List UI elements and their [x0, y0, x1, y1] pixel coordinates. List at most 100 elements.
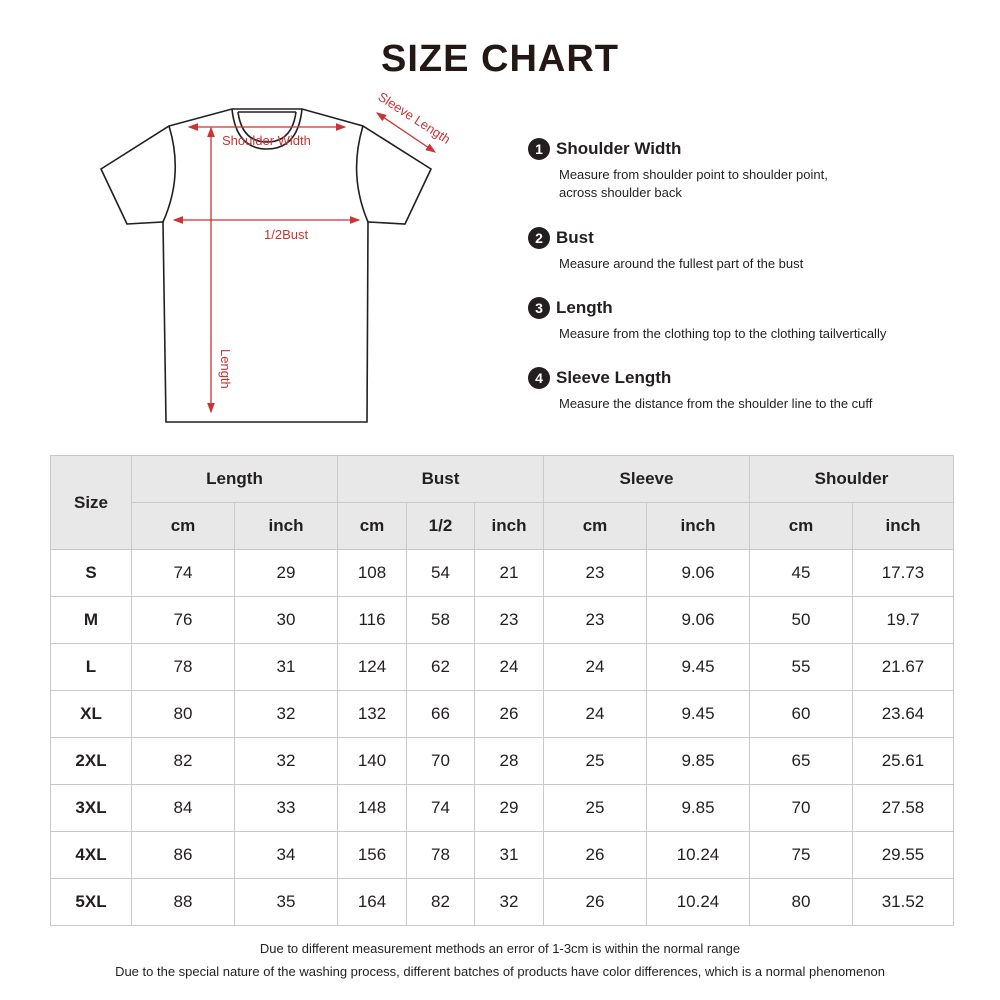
value-cell: 116 [337, 596, 407, 644]
value-cell: 25 [543, 737, 647, 785]
value-cell: 31.52 [852, 878, 954, 926]
value-cell: 84 [131, 784, 235, 832]
size-cell: XL [50, 690, 132, 738]
value-cell: 45 [749, 549, 853, 597]
value-cell: 82 [406, 878, 475, 926]
value-cell: 32 [234, 690, 338, 738]
size-table: Size Length Bust Sleeve Shoulder cm inch c… [50, 455, 954, 926]
subheader-cm: cm [749, 502, 853, 550]
value-cell: 27.58 [852, 784, 954, 832]
value-cell: 9.85 [646, 737, 750, 785]
value-cell: 65 [749, 737, 853, 785]
value-cell: 35 [234, 878, 338, 926]
value-cell: 74 [406, 784, 475, 832]
measurement-desc: Measure the distance from the shoulder l… [559, 396, 873, 411]
value-cell: 9.06 [646, 549, 750, 597]
subheader-inch: inch [646, 502, 750, 550]
value-cell: 26 [543, 878, 647, 926]
value-cell: 31 [234, 643, 338, 691]
value-cell: 124 [337, 643, 407, 691]
size-cell: S [50, 549, 132, 597]
measurement-title: Length [556, 298, 613, 317]
number-badge: 1 [528, 138, 550, 160]
size-cell: L [50, 643, 132, 691]
size-header: Size [50, 455, 132, 550]
value-cell: 29 [234, 549, 338, 597]
table-row: 4XL 86 34 156 78 31 26 10.24 75 29.55 [50, 831, 954, 879]
value-cell: 76 [131, 596, 235, 644]
value-cell: 25.61 [852, 737, 954, 785]
value-cell: 132 [337, 690, 407, 738]
subheader-cm: cm [543, 502, 647, 550]
value-cell: 58 [406, 596, 475, 644]
value-cell: 10.24 [646, 831, 750, 879]
value-cell: 29.55 [852, 831, 954, 879]
measurement-desc: Measure from shoulder point to shoulder … [559, 167, 828, 200]
value-cell: 26 [543, 831, 647, 879]
value-cell: 33 [234, 784, 338, 832]
value-cell: 9.45 [646, 690, 750, 738]
measurement-desc: Measure around the fullest part of the b… [559, 256, 804, 271]
table-row: 5XL 88 35 164 82 32 26 10.24 80 31.52 [50, 878, 954, 926]
value-cell: 19.7 [852, 596, 954, 644]
table-row: 3XL 84 33 148 74 29 25 9.85 70 27.58 [50, 784, 954, 832]
value-cell: 30 [234, 596, 338, 644]
group-header-length: Length [131, 455, 338, 503]
group-header-sleeve: Sleeve [543, 455, 750, 503]
value-cell: 108 [337, 549, 407, 597]
bust-label: 1/2Bust [264, 227, 308, 242]
value-cell: 66 [406, 690, 475, 738]
value-cell: 23 [543, 549, 647, 597]
value-cell: 25 [543, 784, 647, 832]
subheader-inch: inch [234, 502, 338, 550]
value-cell: 24 [543, 643, 647, 691]
tshirt-diagram: Shoulder Width 1/2Bust Length Sleeve Len… [99, 89, 453, 423]
value-cell: 148 [337, 784, 407, 832]
value-cell: 10.24 [646, 878, 750, 926]
subheader-inch: inch [852, 502, 954, 550]
value-cell: 78 [406, 831, 475, 879]
value-cell: 28 [474, 737, 544, 785]
subheader-cm: cm [337, 502, 407, 550]
note-color-difference: Due to the special nature of the washing… [115, 964, 885, 979]
size-cell: 2XL [50, 737, 132, 785]
table-row: S 74 29 108 54 21 23 9.06 45 17.73 [50, 549, 954, 597]
value-cell: 21 [474, 549, 544, 597]
measurement-title: Bust [556, 228, 594, 247]
value-cell: 70 [749, 784, 853, 832]
value-cell: 82 [131, 737, 235, 785]
value-cell: 9.06 [646, 596, 750, 644]
sleeve-arrow [375, 112, 437, 153]
group-header-bust: Bust [337, 455, 544, 503]
value-cell: 17.73 [852, 549, 954, 597]
value-cell: 9.85 [646, 784, 750, 832]
value-cell: 74 [131, 549, 235, 597]
value-cell: 62 [406, 643, 475, 691]
value-cell: 32 [234, 737, 338, 785]
subheader-cm: cm [131, 502, 235, 550]
value-cell: 24 [474, 643, 544, 691]
number-badge: 2 [528, 227, 550, 249]
value-cell: 78 [131, 643, 235, 691]
measurement-title: Sleeve Length [556, 368, 672, 387]
tshirt-outline [99, 108, 433, 423]
length-label: Length [218, 349, 233, 389]
size-cell: 3XL [50, 784, 132, 832]
value-cell: 23.64 [852, 690, 954, 738]
value-cell: 23 [543, 596, 647, 644]
measurement-item: 3 Length Measure from the clothing top to… [528, 297, 959, 343]
measurement-title: Shoulder Width [556, 139, 682, 158]
value-cell: 54 [406, 549, 475, 597]
measurement-item: 2 Bust Measure around the fullest part of… [528, 227, 889, 273]
value-cell: 80 [749, 878, 853, 926]
value-cell: 23 [474, 596, 544, 644]
value-cell: 75 [749, 831, 853, 879]
page-title: SIZE CHART [381, 38, 619, 80]
subheader-inch: inch [474, 502, 544, 550]
value-cell: 80 [131, 690, 235, 738]
measurement-desc: Measure from the clothing top to the clo… [559, 326, 887, 341]
value-cell: 164 [337, 878, 407, 926]
value-cell: 156 [337, 831, 407, 879]
value-cell: 88 [131, 878, 235, 926]
value-cell: 9.45 [646, 643, 750, 691]
